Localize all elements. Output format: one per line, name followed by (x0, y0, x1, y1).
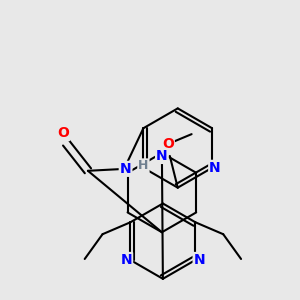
Text: N: N (121, 253, 132, 267)
Text: N: N (120, 162, 131, 176)
Text: N: N (156, 149, 168, 163)
Text: N: N (209, 161, 221, 175)
Text: H: H (138, 159, 148, 172)
Text: O: O (57, 126, 69, 140)
Text: N: N (194, 253, 205, 267)
Text: O: O (162, 137, 174, 151)
